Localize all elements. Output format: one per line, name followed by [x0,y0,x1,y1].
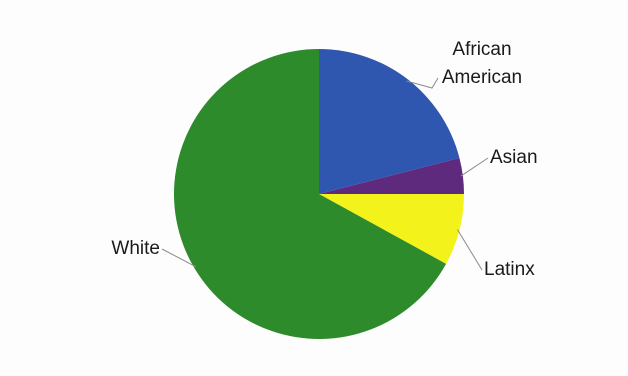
slice-label-latinx: Latinx [484,259,535,280]
pie-slice-african-american [319,49,460,194]
pie-slice-asian [319,157,464,194]
slice-label-african-american-line-1: African [452,39,511,60]
pie-slice-white [173,48,447,339]
leader-lines [161,77,489,271]
slice-label-african-american-line-2: American [442,67,522,88]
pie-slice-latinx [319,194,464,264]
leader-line-white [161,248,197,268]
pie-slices [173,48,464,339]
leader-line-african-american [406,77,439,89]
leader-line-latinx [457,229,483,271]
leader-line-asian [460,157,489,177]
slice-label-asian: Asian [490,147,538,168]
slice-label-white: White [111,238,160,259]
slice-labels: African American Asian Latinx White [111,39,537,280]
